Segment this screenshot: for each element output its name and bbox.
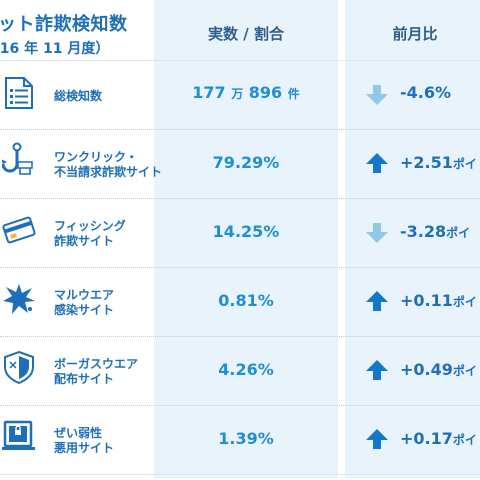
- row-label-malware: マルウエア 感染サイト: [54, 288, 114, 318]
- row-change-vulnerability: +0.17ポイ: [400, 429, 477, 448]
- change-value: +0.49: [400, 360, 453, 379]
- row-divider: [0, 198, 480, 199]
- value-unit: 件: [287, 87, 300, 101]
- table-row-vulnerability: ぜい弱性 悪用サイト 1.39% +0.17ポイ: [0, 406, 480, 475]
- value-unit: 万: [231, 87, 244, 101]
- row-label-line: 感染サイト: [54, 303, 115, 317]
- row-label-line: 悪用サイト: [54, 441, 115, 455]
- row-divider: [0, 405, 480, 406]
- row-divider: [0, 336, 480, 337]
- row-change-one-click: +2.51ポイ: [400, 153, 477, 172]
- up-arrow-icon: [366, 360, 388, 380]
- row-label-total: 総検知数: [54, 89, 102, 104]
- malware-burst-icon: [2, 282, 36, 316]
- row-divider: [0, 267, 480, 268]
- row-change-phishing: -3.28ポイ: [400, 222, 470, 241]
- row-change-bogusware: +0.49ポイ: [400, 360, 477, 379]
- change-unit: ポイ: [446, 226, 471, 240]
- row-label-one-click: ワンクリック・ 不当請求詐欺サイト: [54, 150, 162, 180]
- row-label-line: ワンクリック・: [54, 150, 138, 164]
- bogus-shield-icon: [2, 350, 36, 384]
- row-label-line: 配布サイト: [54, 372, 115, 386]
- column-header-change: 前月比: [392, 25, 438, 43]
- row-label-line: 詐欺サイト: [54, 234, 115, 248]
- row-value-one-click: 79.29%: [212, 153, 280, 172]
- row-value-malware: 0.81%: [218, 291, 274, 310]
- change-unit: ポイ: [452, 364, 477, 378]
- table-row-total: 総検知数 177 万 896 件 -4.6%: [0, 61, 480, 130]
- table-bottom-border: [0, 474, 480, 475]
- table-title: ット詐欺検知数: [0, 14, 128, 35]
- table-row-one-click: ワンクリック・ 不当請求詐欺サイト 79.29% +2.51ポイ: [0, 130, 480, 199]
- up-arrow-icon: [366, 153, 388, 173]
- change-unit: ポイ: [452, 295, 477, 309]
- row-value-total: 177 万 896 件: [154, 83, 338, 102]
- down-arrow-icon: [366, 85, 388, 105]
- row-label-line: ぜい弱性: [54, 426, 103, 440]
- column-header-value: 実数 / 割合: [208, 25, 284, 43]
- document-list-icon: [2, 76, 36, 110]
- table-row-bogusware: ボーガスウエア 配布サイト 4.26% +0.49ポイ: [0, 337, 480, 406]
- value-number: 177: [192, 83, 226, 102]
- up-arrow-icon: [366, 429, 388, 449]
- row-divider: [0, 129, 480, 130]
- row-label-vulnerability: ぜい弱性 悪用サイト: [54, 426, 114, 456]
- value-column-background: [154, 0, 338, 478]
- up-arrow-icon: [366, 291, 388, 311]
- row-value-vulnerability: 1.39%: [218, 429, 274, 448]
- row-label-phishing: フィッシング 詐欺サイト: [54, 219, 126, 249]
- vulnerability-monitor-icon: [2, 419, 36, 453]
- row-label-line: マルウエア: [54, 288, 115, 302]
- change-column-background: [345, 0, 480, 478]
- row-label-line: フィッシング: [54, 219, 126, 233]
- row-label-line: 不当請求詐欺サイト: [54, 165, 163, 179]
- change-value: -4.6%: [400, 83, 452, 102]
- change-unit: ポイ: [452, 157, 477, 171]
- header-divider: [0, 60, 480, 61]
- row-change-total: -4.6%: [400, 83, 451, 102]
- row-change-malware: +0.11ポイ: [400, 291, 477, 310]
- table-row-malware: マルウエア 感染サイト 0.81% +0.11ポイ: [0, 268, 480, 337]
- change-unit: ポイ: [452, 433, 477, 447]
- table-row-phishing: フィッシング 詐欺サイト 14.25% -3.28ポイ: [0, 199, 480, 268]
- change-value: +2.51: [400, 153, 453, 172]
- one-click-hook-icon: [2, 142, 36, 176]
- change-value: +0.11: [400, 291, 453, 310]
- phishing-card-icon: [2, 213, 36, 247]
- table-period: 016 年 11 月度）: [0, 41, 110, 57]
- row-label-line: ボーガスウエア: [54, 357, 139, 371]
- change-value: -3.28: [400, 222, 447, 241]
- row-value-phishing: 14.25%: [212, 222, 280, 241]
- change-value: +0.17: [400, 429, 453, 448]
- row-value-bogusware: 4.26%: [218, 360, 274, 379]
- value-number: 896: [248, 83, 283, 102]
- row-label-bogusware: ボーガスウエア 配布サイト: [54, 357, 138, 387]
- row-label-line: 総検知数: [54, 89, 103, 103]
- down-arrow-icon: [366, 223, 388, 243]
